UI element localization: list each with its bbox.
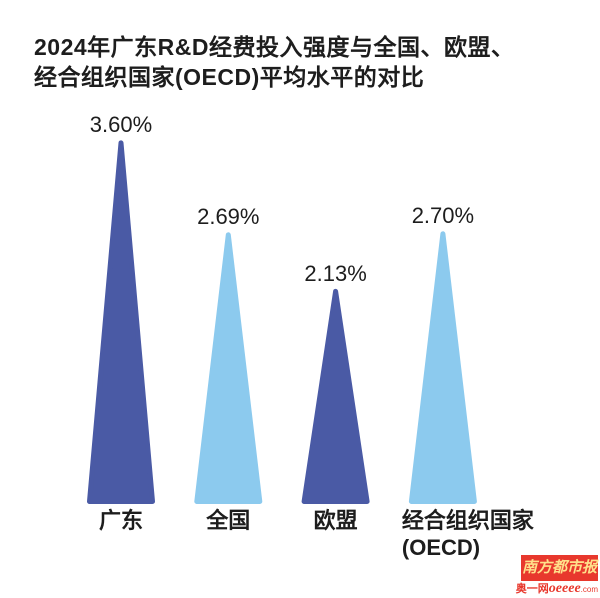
oeeee-site-en-label: oeeee [548, 581, 581, 596]
chart-title-line2: 经合组织国家(OECD)平均水平的对比 [34, 64, 425, 90]
nandu-newspaper-logo: 南方都市报 [521, 555, 598, 581]
triangle-bar-eu [301, 288, 370, 504]
chart-title: 2024年广东R&D经费投入强度与全国、欧盟、 经合组织国家(OECD)平均水平… [34, 32, 515, 92]
triangle-bar-oecd [408, 231, 477, 504]
value-label-national: 2.69% [197, 204, 260, 230]
oeeee-site-cn-label: 奥一网 [515, 583, 549, 595]
category-label-eu: 欧盟 [313, 508, 358, 533]
category-label-national: 全国 [206, 508, 251, 533]
value-label-oecd: 2.70% [411, 203, 475, 229]
value-label-guangdong: 3.60% [89, 112, 153, 138]
triangle-bar-guangdong [87, 140, 155, 504]
triangle-bar-national [194, 232, 263, 504]
oeeee-site-tld-label: .com [580, 585, 598, 594]
value-label-eu: 2.13% [304, 260, 367, 286]
category-label-oecd: 经合组织国家 (OECD) [401, 508, 534, 560]
chart-title-line1: 2024年广东R&D经费投入强度与全国、欧盟、 [34, 34, 515, 60]
oeeee-site-logo: 奥一网oeeee.com [516, 580, 598, 598]
category-label-guangdong: 广东 [98, 508, 144, 533]
